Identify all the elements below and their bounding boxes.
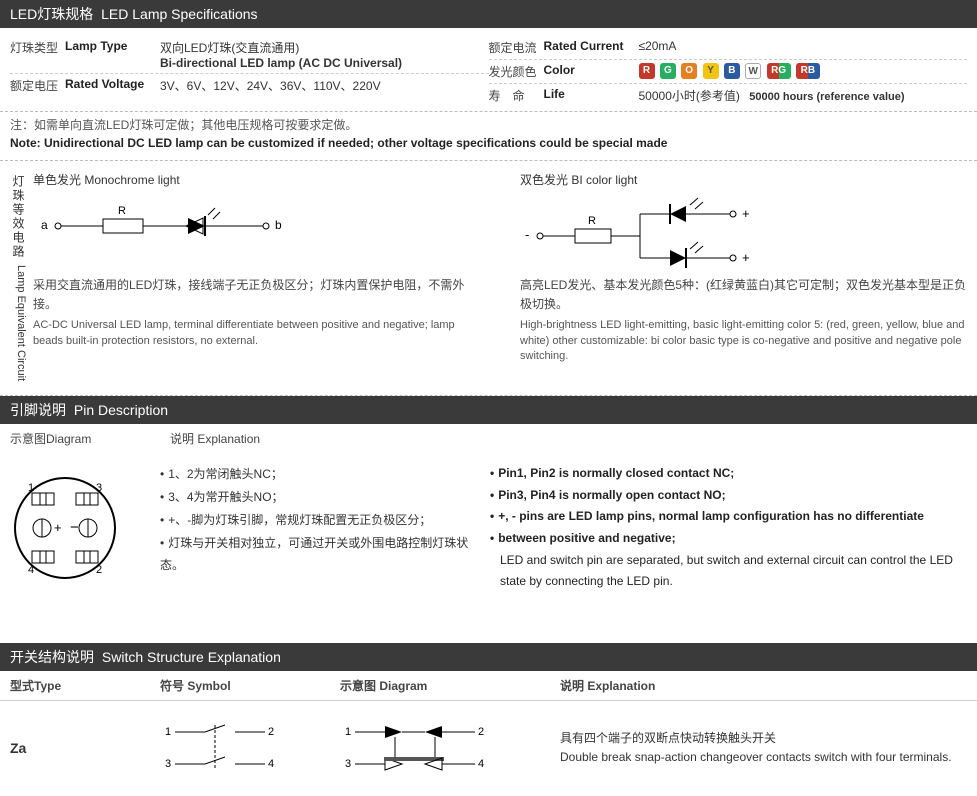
svg-text:+: + (54, 520, 62, 535)
lamp-type-value-en: Bi-directional LED lamp (AC DC Universal… (160, 56, 489, 70)
life-label-cn: 寿 命 (489, 87, 544, 104)
bi-title: 双色发光 BI color light (520, 171, 967, 188)
circuit-section: 灯珠等效电路 Lamp Equivalent Circuit 单色发光 Mono… (0, 161, 977, 396)
switch-row: Za 1 2 3 4 1 2 3 (0, 701, 977, 796)
spec-header: LED灯珠规格 LED Lamp Specifications (0, 0, 977, 28)
bi-desc-en: High-brightness LED light-emitting, basi… (520, 318, 967, 364)
color-label-cn: 发光颜色 (489, 63, 544, 80)
svg-text:2: 2 (268, 726, 274, 738)
pin-text-cn: 1、2为常闭触头NC； 3、4为常开触头NO； +、-脚为灯珠引脚，常规灯珠配置… (160, 463, 470, 593)
rated-voltage-label-cn: 额定电压 (10, 77, 65, 94)
pin-text-en: Pin1, Pin2 is normally closed contact NC… (490, 463, 967, 593)
rated-current-value: ≤20mA (639, 39, 968, 53)
switch-type: Za (10, 740, 160, 756)
svg-text:3: 3 (345, 758, 351, 770)
mono-title: 单色发光 Monochrome light (33, 171, 480, 188)
svg-text:4: 4 (268, 758, 274, 770)
svg-text:3: 3 (165, 758, 171, 770)
chip-b: B (724, 63, 740, 79)
rated-current-label-en: Rated Current (544, 39, 639, 53)
pin-h-diagram: 示意图Diagram (10, 430, 170, 447)
pin-header: 引脚说明 Pin Description (0, 396, 977, 424)
mono-desc-cn: 采用交直流通用的LED灯珠，接线端子无正负极区分；灯珠内置保护电阻，不需外接。 (33, 276, 480, 314)
svg-text:1: 1 (345, 726, 351, 738)
pin-diagram: 1 3 + − 4 2 (10, 463, 140, 593)
spec-header-en: LED Lamp Specifications (101, 6, 257, 22)
rated-current-label-cn: 额定电流 (489, 39, 544, 56)
life-value-cn: 50000小时(参考值) (639, 89, 740, 103)
pin-col-headers: 示意图Diagram 说明 Explanation (0, 424, 977, 453)
svg-text:2: 2 (96, 564, 102, 576)
mono-diagram: a R b (33, 196, 480, 266)
svg-text:-: - (525, 227, 529, 242)
lamp-type-label-en: Lamp Type (65, 39, 160, 53)
spec-table: 灯珠类型 Lamp Type 双向LED灯珠(交直流通用) Bi-directi… (0, 28, 977, 112)
color-chips: R G O Y B W RG RB (639, 63, 968, 79)
chip-rb: RB (796, 63, 820, 79)
switch-symbol: 1 2 3 4 (160, 717, 340, 780)
bi-desc-cn: 高亮LED发光、基本发光颜色5种：(红绿黄蓝白)其它可定制；双色发光基本型是正负… (520, 276, 967, 314)
svg-text:1: 1 (28, 482, 34, 494)
svg-text:+: + (742, 206, 750, 221)
svg-text:a: a (41, 218, 48, 232)
svg-text:4: 4 (478, 758, 484, 770)
chip-o: O (681, 63, 697, 79)
life-value-en: 50000 hours (reference value) (749, 91, 904, 103)
chip-w: W (745, 63, 761, 79)
svg-text:3: 3 (96, 482, 102, 494)
pin-h-explanation: 说明 Explanation (170, 430, 260, 447)
svg-text:+: + (742, 250, 750, 265)
svg-text:4: 4 (28, 564, 34, 576)
spec-note: 注：如需单向直流LED灯珠可定做；其他电压规格可按要求定做。 Note: Uni… (0, 112, 977, 161)
switch-col-headers: 型式Type 符号 Symbol 示意图 Diagram 说明 Explanat… (0, 671, 977, 701)
note-cn: 注：如需单向直流LED灯珠可定做；其他电压规格可按要求定做。 (10, 118, 357, 132)
mono-desc-en: AC-DC Universal LED lamp, terminal diffe… (33, 318, 480, 349)
chip-rg: RG (767, 63, 791, 79)
switch-explanation: 具有四个端子的双断点快动转换触头开关 Double break snap-act… (560, 729, 967, 767)
color-label-en: Color (544, 63, 639, 77)
life-label-en: Life (544, 87, 639, 101)
note-en: Note: Unidirectional DC LED lamp can be … (10, 134, 967, 152)
svg-text:R: R (588, 215, 596, 227)
chip-y: Y (703, 63, 719, 79)
switch-diagram: 1 2 3 4 (340, 717, 560, 780)
lamp-type-label-cn: 灯珠类型 (10, 39, 65, 56)
rated-voltage-label-en: Rated Voltage (65, 77, 160, 91)
svg-text:R: R (118, 205, 126, 217)
chip-r: R (639, 63, 655, 79)
svg-text:1: 1 (165, 726, 171, 738)
bi-diagram: - R (520, 196, 967, 266)
circuit-side-label: 灯珠等效电路 Lamp Equivalent Circuit (10, 171, 33, 385)
spec-header-cn: LED灯珠规格 (10, 6, 93, 22)
rated-voltage-value: 3V、6V、12V、24V、36V、110V、220V (160, 77, 489, 94)
svg-text:b: b (275, 218, 282, 232)
chip-g: G (660, 63, 676, 79)
svg-text:−: − (70, 519, 79, 536)
svg-text:2: 2 (478, 726, 484, 738)
switch-header: 开关结构说明 Switch Structure Explanation (0, 643, 977, 671)
lamp-type-value-cn: 双向LED灯珠(交直流通用) (160, 39, 489, 56)
